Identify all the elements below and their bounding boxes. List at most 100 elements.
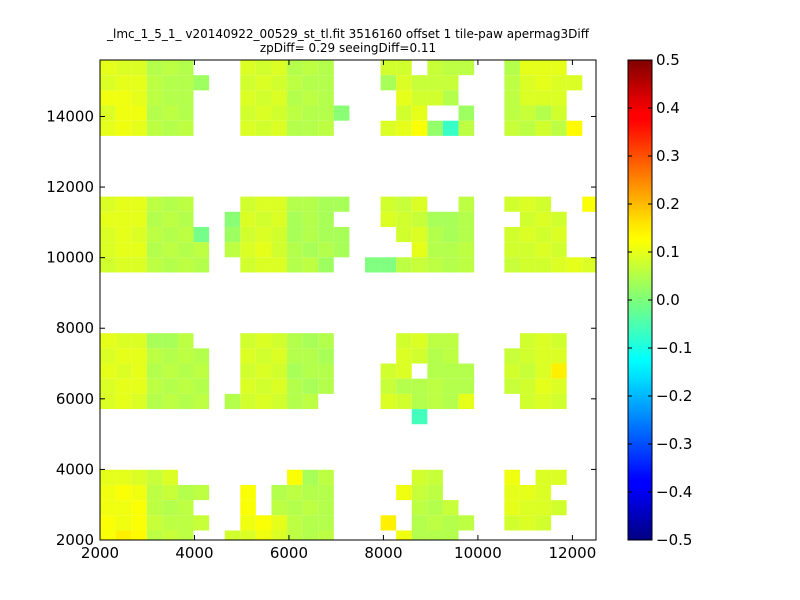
heatmap-cell [255, 120, 272, 136]
heatmap-cell [442, 120, 459, 136]
heatmap-cell [302, 484, 319, 501]
heatmap-cell [287, 484, 303, 501]
heatmap-cell [240, 530, 256, 540]
heatmap-cell [193, 378, 210, 394]
heatmap-cell [551, 242, 567, 258]
heatmap-cell [287, 211, 303, 227]
colorbar-tick-label: 0.4 [656, 99, 680, 117]
heatmap-cell [100, 363, 116, 379]
heatmap-cell [287, 469, 303, 485]
heatmap-cell [442, 211, 459, 227]
heatmap-cell [519, 257, 536, 273]
x-tick-label: 8000 [364, 544, 402, 562]
heatmap-cell [177, 105, 194, 121]
heatmap-cell [177, 120, 194, 136]
heatmap-cells [100, 60, 596, 540]
heatmap-cell [411, 105, 428, 121]
heatmap-cell [504, 75, 520, 91]
heatmap-cell [396, 60, 412, 76]
heatmap-cell [271, 90, 288, 106]
heatmap-cell [240, 226, 256, 243]
heatmap-cell [302, 242, 319, 258]
heatmap-cell [100, 378, 116, 394]
heatmap-cell [146, 530, 163, 540]
heatmap-cell [333, 242, 350, 258]
heatmap-cell [551, 120, 567, 136]
heatmap-cell [551, 500, 567, 516]
heatmap-cell [146, 348, 163, 364]
heatmap-cell [535, 500, 552, 516]
heatmap-cell [458, 196, 475, 212]
heatmap-cell [271, 530, 288, 540]
heatmap-cell [535, 120, 552, 136]
heatmap-cell [411, 484, 428, 501]
heatmap-cell [551, 333, 567, 349]
heatmap-cell [177, 75, 194, 91]
heatmap-cell [240, 105, 256, 121]
y-tick-label: 2000 [56, 531, 94, 549]
axes-frame [99, 59, 597, 541]
heatmap-cell [411, 90, 428, 106]
heatmap-cell [318, 226, 334, 243]
heatmap-cell [240, 60, 256, 76]
heatmap-cell [115, 393, 132, 410]
heatmap-cell [535, 196, 552, 212]
heatmap-cell [162, 242, 178, 258]
heatmap-cell [100, 500, 116, 516]
heatmap-cell [535, 469, 552, 485]
heatmap-cell [519, 363, 536, 379]
heatmap-cell [396, 530, 412, 540]
heatmap-cell [287, 348, 303, 364]
heatmap-cell [442, 257, 459, 273]
heatmap-cell [380, 120, 397, 136]
heatmap-cell [177, 226, 194, 243]
heatmap-cell [396, 90, 412, 106]
heatmap-cell [302, 469, 319, 485]
y-tick-label: 8000 [56, 319, 94, 337]
heatmap-cell [302, 363, 319, 379]
heatmap-cell [162, 515, 178, 531]
heatmap-cell [162, 500, 178, 516]
heatmap-cell [271, 378, 288, 394]
heatmap-cell [131, 257, 147, 273]
heatmap-cell [504, 348, 520, 364]
heatmap-cell [551, 60, 567, 76]
heatmap-cell [551, 226, 567, 243]
heatmap-cell [100, 348, 116, 364]
colorbar-ticks: 0.5 0.4 0.3 0.2 0.1 0.0 −0.1 −0.2 −0.3 −0.4 −0.5 [628, 51, 692, 549]
heatmap-cell [318, 60, 334, 76]
heatmap-cell [519, 90, 536, 106]
heatmap-cell [162, 469, 178, 485]
heatmap-cell [582, 196, 596, 212]
heatmap-cell [442, 378, 459, 394]
heatmap-cell [427, 378, 443, 394]
heatmap-cell [240, 90, 256, 106]
heatmap-cell [162, 196, 178, 212]
heatmap-cell [255, 105, 272, 121]
heatmap-cell [240, 242, 256, 258]
heatmap-cell [100, 120, 116, 136]
heatmap-cell [177, 393, 194, 410]
heatmap-cell [396, 105, 412, 121]
heatmap-cell [318, 530, 334, 540]
heatmap-cell [162, 378, 178, 394]
y-tick-label: 12000 [46, 178, 94, 196]
heatmap-cell [271, 257, 288, 273]
heatmap-cell [318, 257, 334, 273]
heatmap-cell [287, 242, 303, 258]
heatmap-cell [255, 75, 272, 91]
heatmap-cell [193, 226, 210, 243]
heatmap-cell [115, 75, 132, 91]
heatmap-cell [162, 333, 178, 349]
x-axis: 2000 4000 6000 8000 10000 12000 [81, 60, 596, 562]
heatmap-cell [287, 530, 303, 540]
heatmap-cell [255, 363, 272, 379]
heatmap-cell [411, 378, 428, 394]
heatmap-cell [380, 363, 397, 379]
heatmap-cell [318, 211, 334, 227]
heatmap-cell [302, 348, 319, 364]
heatmap-cell [302, 60, 319, 76]
heatmap-cell [240, 378, 256, 394]
heatmap-cell [177, 60, 194, 76]
heatmap-cell [162, 90, 178, 106]
